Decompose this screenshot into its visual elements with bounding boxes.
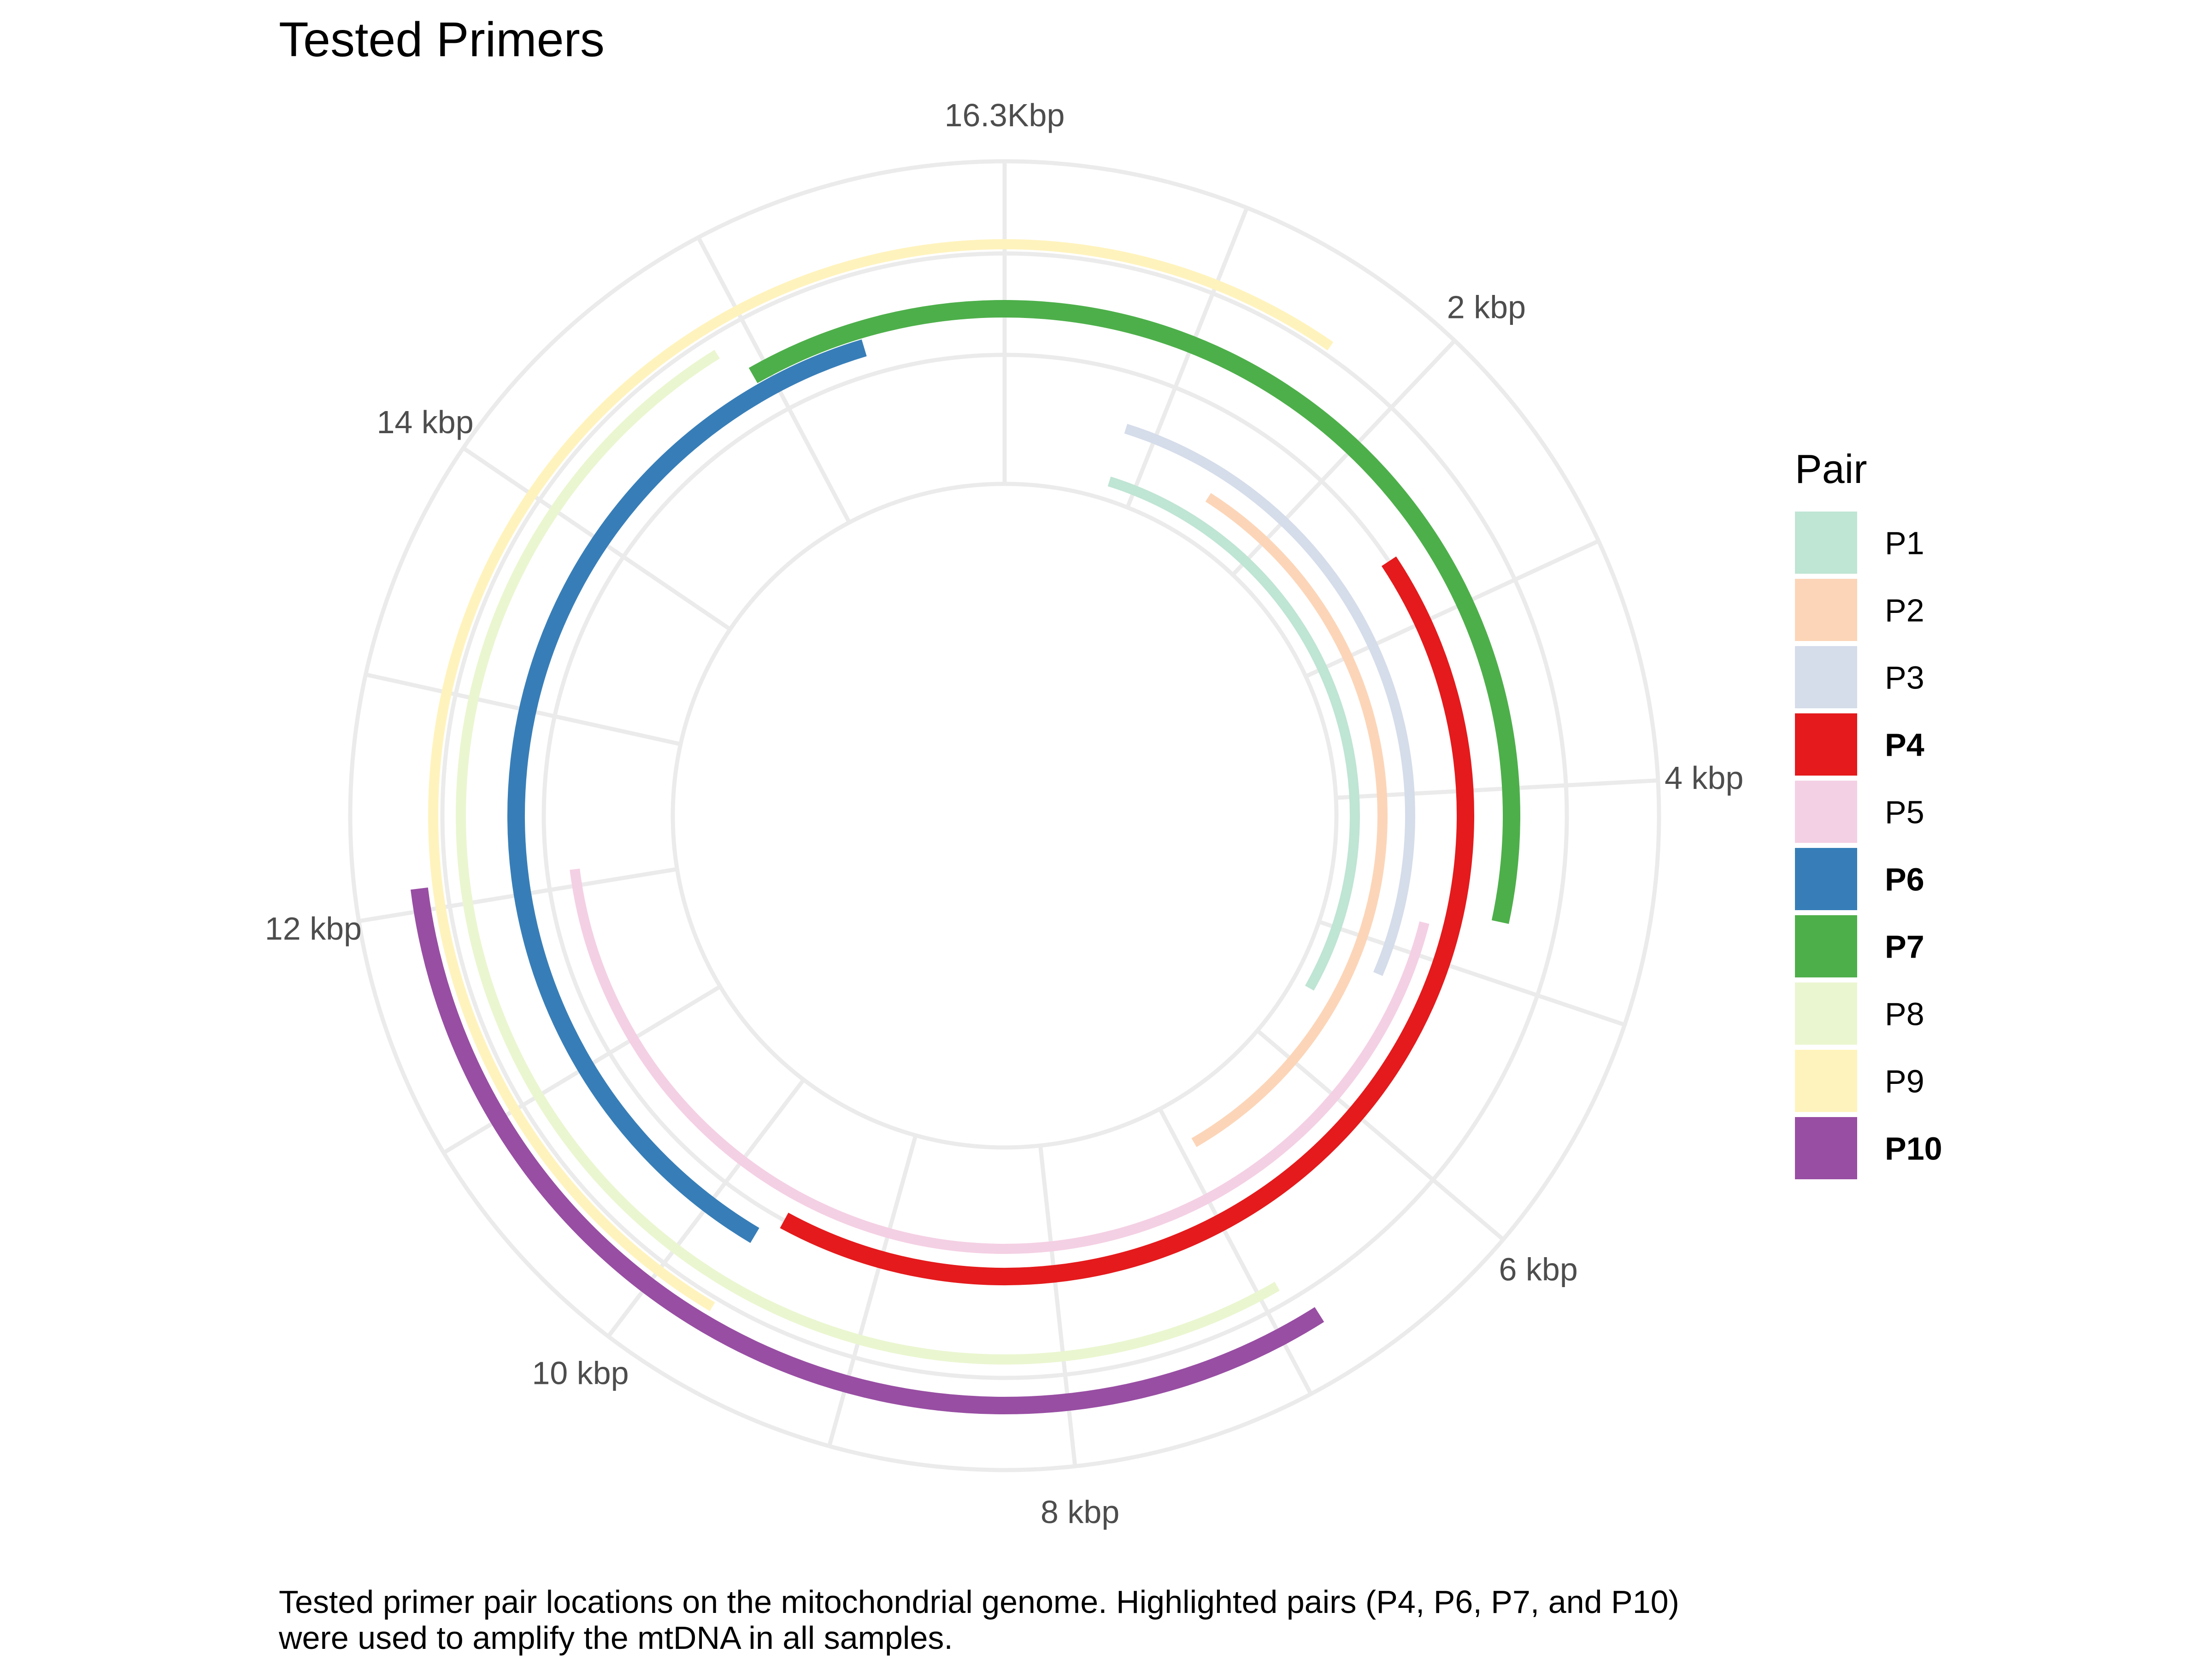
primer-arcs	[410, 239, 1520, 1414]
legend-label-p1: P1	[1885, 525, 1924, 561]
legend-label-p5: P5	[1885, 794, 1924, 830]
grid-spoke-3	[1256, 1029, 1505, 1241]
caption-line-1: Tested primer pair locations on the mito…	[279, 1584, 1679, 1620]
legend-swatch-p7	[1795, 915, 1857, 977]
grid-minor-spoke-4	[827, 1135, 918, 1447]
legend-swatch-p1	[1795, 512, 1857, 574]
arc-p8	[456, 350, 1280, 1365]
arc-p9	[428, 239, 1334, 1312]
legend-swatch-p5	[1795, 781, 1857, 843]
grid-minor-spoke-3	[1158, 1108, 1313, 1395]
chart-title: Tested Primers	[279, 12, 605, 67]
grid-minor-spoke-0	[1125, 207, 1249, 508]
grid-spoke-4	[1038, 1145, 1077, 1467]
arc-p10	[410, 887, 1324, 1414]
legend-swatch-p10	[1795, 1117, 1857, 1179]
legend-swatch-p4	[1795, 713, 1857, 776]
grid-spoke-2	[1335, 778, 1659, 800]
arc-p6	[507, 339, 867, 1243]
tick-label-6: 12 kbp	[265, 911, 362, 947]
legend-swatch-p3	[1795, 646, 1857, 708]
arc-p2	[1191, 493, 1388, 1147]
caption: Tested primer pair locations on the mito…	[278, 1584, 1679, 1656]
arc-p3	[1124, 424, 1415, 976]
grid-spoke-1	[1231, 339, 1456, 577]
legend-label-p10: P10	[1885, 1131, 1942, 1167]
tick-label-7: 14 kbp	[377, 404, 473, 440]
tick-label-2: 4 kbp	[1665, 760, 1743, 796]
grid-ring-0	[671, 482, 1339, 1150]
legend-swatch-p9	[1795, 1050, 1857, 1112]
legend-swatch-p2	[1795, 579, 1857, 641]
tick-label-1: 2 kbp	[1447, 289, 1526, 325]
legend: Pair P1 P2 P3 P4 P5 P6 P7 P8 P9 P10	[1795, 446, 1942, 1179]
legend-title: Pair	[1795, 446, 1867, 492]
tick-label-4: 8 kbp	[1041, 1494, 1119, 1530]
legend-swatch-p6	[1795, 848, 1857, 910]
arc-p5	[570, 868, 1430, 1254]
polar-grid	[348, 159, 1661, 1472]
legend-label-p9: P9	[1885, 1064, 1924, 1100]
legend-label-p2: P2	[1885, 593, 1924, 629]
legend-label-p6: P6	[1885, 862, 1924, 898]
legend-items: P1 P2 P3 P4 P5 P6 P7 P8 P9 P10	[1795, 512, 1942, 1179]
legend-swatch-p8	[1795, 982, 1857, 1045]
grid-minor-spoke-2	[1318, 919, 1625, 1027]
theta-tick-labels: 16.3Kbp 2 kbp 4 kbp 6 kbp 8 kbp 10 kbp 12 kbp 1…	[265, 97, 1744, 1530]
legend-label-p8: P8	[1885, 996, 1924, 1032]
legend-label-p7: P7	[1885, 929, 1924, 965]
arc-p4	[780, 556, 1474, 1285]
arc-p7	[748, 300, 1520, 924]
tick-label-5: 10 kbp	[532, 1355, 629, 1391]
caption-line-2: were used to amplify the mtDNA in all sa…	[278, 1620, 953, 1656]
arc-p1	[1107, 477, 1360, 991]
legend-label-p4: P4	[1885, 727, 1924, 763]
tick-label-3: 6 kbp	[1499, 1251, 1578, 1287]
grid-minor-spoke-1	[1305, 539, 1600, 678]
tick-label-0: 16.3Kbp	[945, 97, 1065, 133]
legend-label-p3: P3	[1885, 660, 1924, 696]
